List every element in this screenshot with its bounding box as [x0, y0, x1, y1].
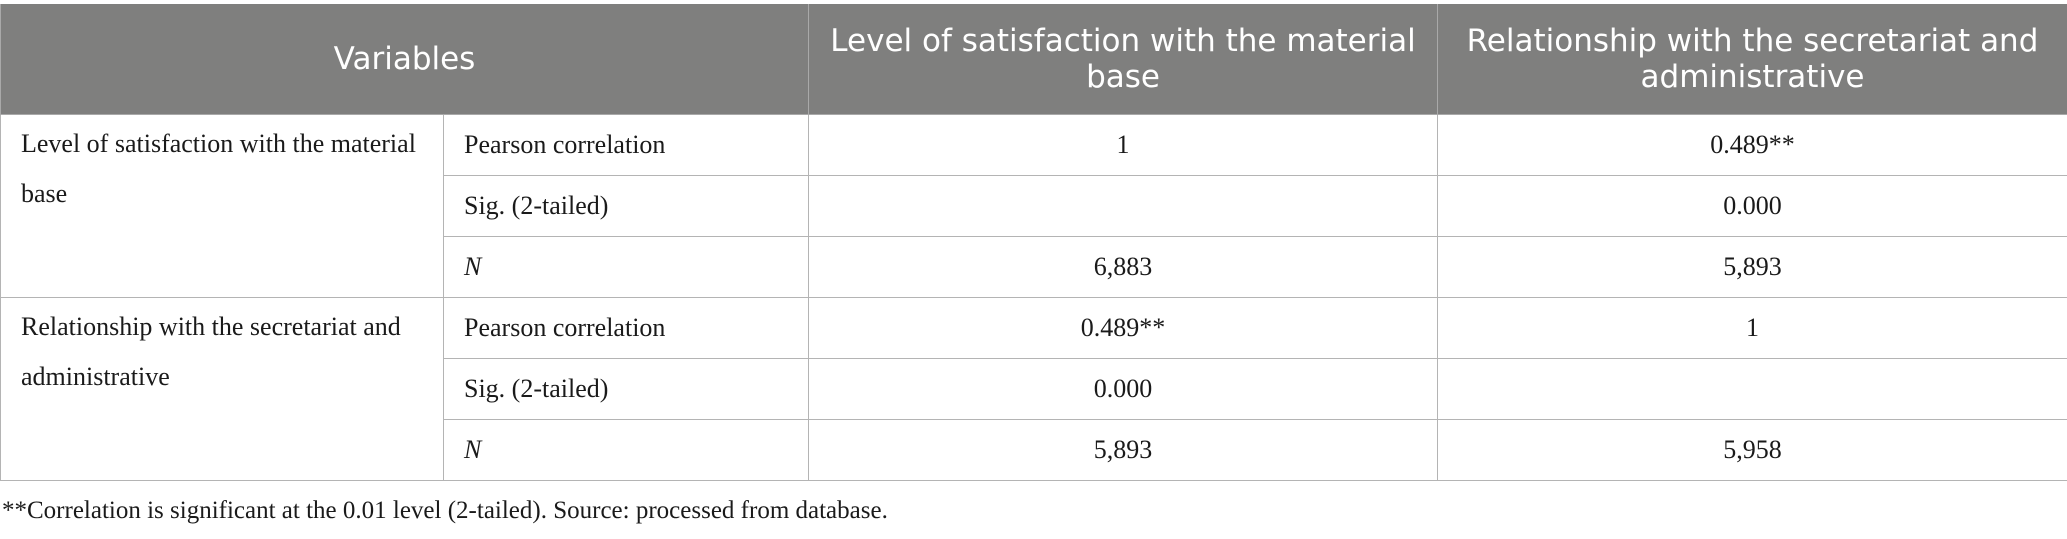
- cell-value: 1: [1437, 297, 2067, 359]
- header-variables: Variables: [0, 4, 810, 115]
- row-variable-material-base: Level of satisfaction with the material …: [0, 114, 444, 298]
- cell-value: 0.000: [1437, 175, 2067, 237]
- table-row: Sig. (2-tailed) 0.000: [1, 358, 2067, 420]
- stat-label: Sig. (2-tailed): [442, 175, 810, 237]
- cell-value: [808, 175, 1439, 237]
- stat-label: Sig. (2-tailed): [442, 358, 810, 420]
- table-row: N 6,883 5,893: [1, 236, 2067, 298]
- cell-value: [1437, 358, 2067, 420]
- cell-value: 5,893: [808, 419, 1439, 481]
- table-row: Level of satisfaction with the material …: [0, 114, 2067, 298]
- stat-label: N: [442, 419, 810, 481]
- correlation-table-container: Variables Level of satisfaction with the…: [0, 4, 2067, 481]
- cell-value: 0.489**: [1437, 114, 2067, 176]
- cell-value: 5,893: [1437, 236, 2067, 298]
- stat-label: Pearson correlation: [442, 297, 810, 359]
- cell-value: 6,883: [808, 236, 1439, 298]
- table-row: Relationship with the secretariat and ad…: [0, 297, 2067, 481]
- stat-label: Pearson correlation: [442, 114, 810, 176]
- row-variable-secretariat: Relationship with the secretariat and ad…: [0, 297, 444, 481]
- table-footnote: **Correlation is significant at the 0.01…: [2, 497, 888, 524]
- header-material-base: Level of satisfaction with the material …: [808, 4, 1439, 115]
- cell-value: 5,958: [1437, 419, 2067, 481]
- header-secretariat: Relationship with the secretariat and ad…: [1437, 4, 2067, 115]
- correlation-table: Variables Level of satisfaction with the…: [0, 4, 2067, 481]
- cell-value: 0.489**: [808, 297, 1439, 359]
- cell-value: 0.000: [808, 358, 1439, 420]
- table-row: N 5,893 5,958: [1, 419, 2067, 481]
- stat-label: N: [442, 236, 810, 298]
- header-row: Variables Level of satisfaction with the…: [0, 4, 2067, 115]
- cell-value: 1: [808, 114, 1439, 176]
